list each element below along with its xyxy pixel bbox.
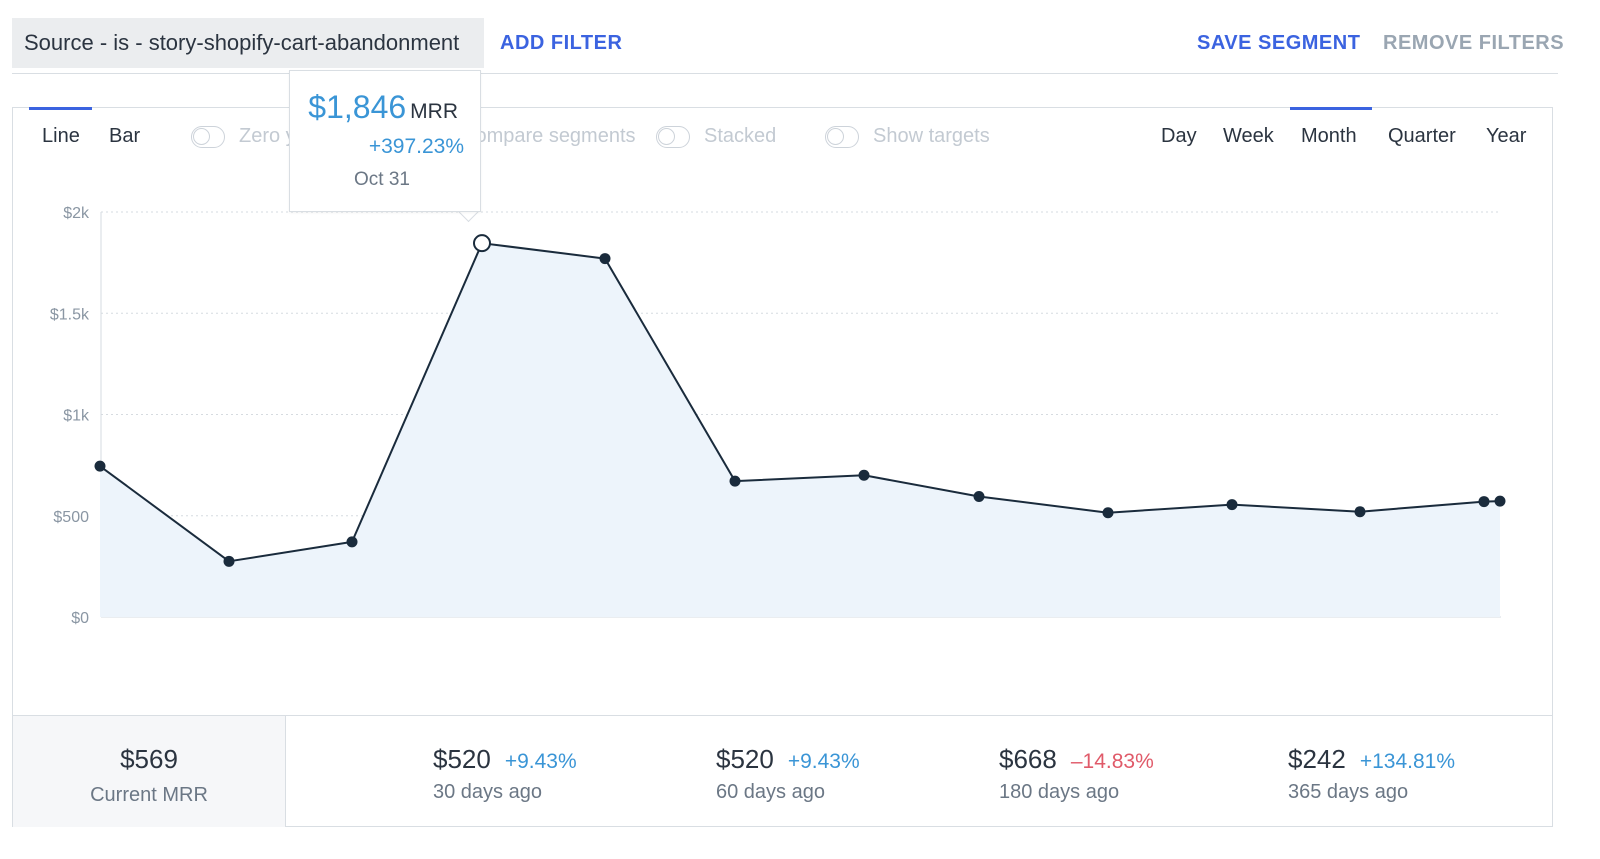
- stat-change: +9.43%: [504, 750, 577, 773]
- chart-area: [100, 243, 1500, 617]
- stat-change: +9.43%: [787, 750, 860, 773]
- current-mrr-value: $569: [120, 744, 178, 774]
- stats-footer: $569 Current MRR $520 +9.43% 30 days ago …: [13, 715, 1552, 827]
- data-point: [1494, 495, 1506, 507]
- stat-value: $668: [999, 744, 1057, 774]
- stat-value: $520: [433, 744, 491, 774]
- stat-label: 365 days ago: [1288, 781, 1409, 803]
- toggle-label: Compare segments: [461, 125, 636, 148]
- toggle-switch[interactable]: [656, 125, 690, 148]
- filter-bar: Source - is - story-shopify-cart-abandon…: [12, 18, 1564, 74]
- chart-card: Line Bar Zero y-axis Compare segments St…: [12, 107, 1553, 827]
- chart-y-axis-labels: $0 $500 $1k $1.5k $2k: [50, 205, 90, 627]
- period-year-tab[interactable]: Year: [1486, 125, 1527, 147]
- stat-60-days: $520 +9.43% 60 days ago: [716, 744, 860, 804]
- data-point: [858, 469, 870, 481]
- period-week-tab[interactable]: Week: [1223, 125, 1274, 147]
- stat-label: 180 days ago: [999, 781, 1120, 803]
- tooltip-value: $1,846: [308, 89, 407, 125]
- toggle-switch[interactable]: [191, 125, 225, 148]
- y-tick-label: $1.5k: [50, 306, 90, 323]
- data-point: [1354, 506, 1366, 518]
- y-tick-label: $500: [53, 509, 89, 526]
- mrr-line-chart[interactable]: $0 $500 $1k $1.5k $2k: [13, 108, 1552, 714]
- toggle-label: Show targets: [873, 125, 990, 148]
- toggle-knob: [193, 127, 210, 145]
- area-fill: [100, 243, 1500, 617]
- period-month-tab[interactable]: Month: [1301, 125, 1357, 147]
- stat-value: $242: [1288, 744, 1346, 774]
- save-segment-button[interactable]: SAVE SEGMENT: [1197, 32, 1361, 54]
- chart-type-bar-tab[interactable]: Bar: [109, 125, 141, 147]
- stacked-toggle[interactable]: Stacked: [656, 125, 776, 149]
- stat-change: –14.83%: [1070, 750, 1154, 773]
- data-point: [729, 475, 741, 487]
- data-point: [1102, 507, 1114, 519]
- data-point: [973, 491, 985, 503]
- current-mrr-label: Current MRR: [90, 784, 208, 806]
- filter-chip[interactable]: Source - is - story-shopify-cart-abandon…: [12, 18, 484, 68]
- tooltip-unit: MRR: [410, 100, 458, 123]
- chart-type-active-indicator: [29, 107, 92, 110]
- period-day-tab[interactable]: Day: [1161, 125, 1197, 147]
- tooltip-value-row: $1,846 MRR: [308, 89, 458, 126]
- stat-label: 60 days ago: [716, 781, 825, 803]
- toggle-knob: [658, 127, 675, 145]
- remove-filters-button[interactable]: REMOVE FILTERS: [1383, 32, 1565, 54]
- show-targets-toggle[interactable]: Show targets: [825, 125, 990, 149]
- data-point: [1226, 499, 1238, 511]
- chart-type-line-tab[interactable]: Line: [42, 125, 80, 147]
- toggle-knob: [827, 127, 844, 145]
- tooltip-date: Oct 31: [354, 169, 410, 190]
- y-tick-label: $0: [71, 610, 89, 627]
- tooltip-change: +397.23%: [368, 135, 464, 158]
- toggle-label: Stacked: [704, 125, 777, 148]
- stat-change: +134.81%: [1359, 750, 1456, 773]
- data-point: [223, 555, 235, 567]
- current-mrr-stat: $569 Current MRR: [13, 716, 286, 827]
- stat-30-days: $520 +9.43% 30 days ago: [433, 744, 577, 804]
- period-quarter-tab[interactable]: Quarter: [1388, 125, 1456, 147]
- data-point: [346, 536, 358, 548]
- data-point: [1478, 496, 1490, 508]
- data-point: [94, 460, 106, 472]
- stat-value: $520: [716, 744, 774, 774]
- y-tick-label: $1k: [63, 408, 90, 425]
- stat-180-days: $668 –14.83% 180 days ago: [999, 744, 1154, 804]
- stat-365-days: $242 +134.81% 365 days ago: [1288, 744, 1455, 804]
- stat-label: 30 days ago: [433, 781, 542, 803]
- chart-tooltip: $1,846 MRR +397.23% Oct 31: [289, 70, 481, 212]
- add-filter-button[interactable]: ADD FILTER: [500, 32, 623, 54]
- period-active-indicator: [1290, 107, 1372, 110]
- highlighted-data-point: [473, 234, 491, 253]
- data-point: [599, 253, 611, 265]
- y-tick-label: $2k: [63, 205, 90, 222]
- toggle-switch[interactable]: [825, 125, 859, 148]
- chart-points: [94, 234, 1506, 567]
